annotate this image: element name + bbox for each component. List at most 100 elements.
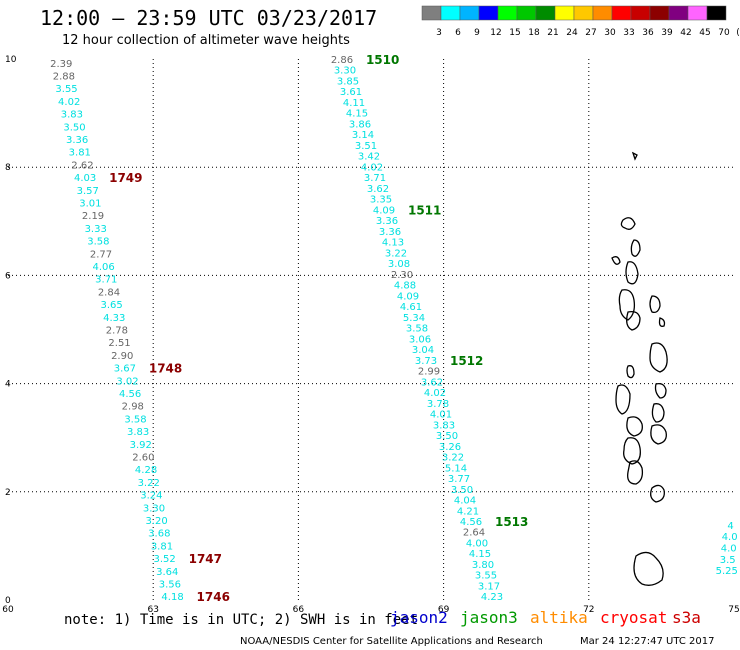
x-tick-label: 69 (438, 605, 450, 615)
wave-height-value: 4.0 (721, 544, 737, 555)
wave-height-value: 4.88 (394, 281, 416, 292)
y-tick-label: 2 (5, 488, 11, 498)
wave-height-value: 3.08 (388, 259, 410, 270)
wave-height-value: 2.60 (132, 453, 154, 464)
wave-height-value: 4.09 (373, 205, 395, 216)
pass-number-label: 1748 (149, 362, 182, 376)
x-tick-label: 75 (728, 605, 739, 615)
x-tick-label: 60 (2, 605, 14, 615)
wave-height-value: 4.21 (457, 506, 479, 517)
wave-height-value: 4.61 (400, 302, 422, 313)
wave-height-value: 3.36 (66, 135, 88, 146)
wave-height-value: 3.58 (124, 414, 146, 425)
wave-height-value: 2.30 (391, 270, 413, 281)
island-outline (651, 403, 665, 423)
wave-height-value: 2.86 (331, 55, 353, 66)
island-outline (620, 217, 636, 230)
legend-s3a: s3a (672, 608, 701, 627)
wave-height-value: 3.78 (427, 399, 449, 410)
wave-height-value: 2.78 (106, 326, 128, 337)
wave-height-value: 3.64 (156, 567, 178, 578)
island-outline (649, 295, 661, 314)
colorbar-label: 15 (509, 28, 520, 38)
wave-height-value: 3.65 (100, 300, 122, 311)
y-tick-label: 6 (5, 271, 11, 281)
colorbar-label: 39 (661, 28, 673, 38)
island-outline (650, 484, 665, 503)
wave-height-value: 3.42 (358, 152, 380, 163)
wave-height-value: 2.98 (122, 402, 144, 413)
wave-height-value: 5.14 (445, 463, 467, 474)
wave-height-value: 4.18 (161, 592, 183, 603)
wave-height-value: 3.14 (352, 130, 374, 141)
pass-number-label: 1513 (495, 515, 528, 529)
island-outline (626, 416, 643, 437)
colorbar-label: 24 (566, 28, 578, 38)
wave-height-value: 3.83 (61, 110, 83, 121)
island-outline (626, 365, 635, 379)
wave-height-value: 3.71 (364, 173, 386, 184)
island-outline (658, 317, 666, 327)
note-text: note: 1) Time is in UTC; 2) SWH is in fe… (64, 612, 419, 628)
wave-height-value: 3.81 (151, 541, 173, 552)
legend-jason3: jason3 (460, 608, 518, 627)
island-outline (627, 460, 644, 485)
wave-height-value: 3.73 (415, 356, 437, 367)
island-outline (649, 342, 668, 373)
page-title: 12:00 – 23:59 UTC 03/23/2017 (40, 6, 378, 30)
legend-jason2: jason2 (390, 608, 448, 627)
wave-height-value: 4.02 (424, 388, 446, 399)
wave-height-value: 2.19 (82, 211, 104, 222)
colorbar-label: 9 (474, 28, 480, 38)
wave-height-value: 3.50 (451, 485, 473, 496)
y-tick-label: 8 (5, 163, 11, 173)
wave-height-value: 4.33 (103, 313, 125, 324)
wave-height-value: 3.06 (409, 334, 431, 345)
wave-height-value: 3.01 (79, 198, 101, 209)
colorbar-label: 21 (547, 28, 558, 38)
colorbar-label: 18 (528, 28, 540, 38)
x-tick-label: 66 (293, 605, 305, 615)
wave-height-value: 2.84 (98, 287, 120, 298)
wave-height-value: 3.77 (448, 474, 470, 485)
colorbar-swatch (706, 5, 727, 21)
wave-height-value: 3.22 (138, 478, 160, 489)
wave-height-value: 2.64 (463, 528, 485, 539)
legend-cryosat: cryosat (600, 608, 668, 627)
pass-number-label: 1512 (450, 354, 483, 368)
pass-number-label: 1510 (366, 53, 399, 67)
wave-height-value: 4.56 (119, 389, 141, 400)
wave-height-value: 3.80 (472, 560, 494, 571)
colorbar-label: 27 (585, 28, 596, 38)
wave-height-value: 2.90 (111, 351, 133, 362)
wave-height-value: 2.51 (108, 338, 130, 349)
wave-height-value: 3.85 (337, 76, 359, 87)
wave-height-value: 4.28 (135, 465, 157, 476)
wave-height-value: 3.55 (55, 84, 77, 95)
wave-height-value: 3.24 (140, 491, 162, 502)
wave-height-value: 3.55 (475, 571, 497, 582)
wave-height-value: 3.35 (370, 195, 392, 206)
wave-height-value: 3.30 (334, 66, 356, 77)
wave-height-value: 4.06 (93, 262, 115, 273)
wave-height-value: 4.11 (343, 98, 365, 109)
wave-height-value: 3.26 (439, 442, 461, 453)
colorbar-label: 45 (699, 28, 710, 38)
island-outline (626, 310, 641, 331)
wave-height-value: 4.23 (481, 592, 503, 603)
y-tick-label: 0 (5, 596, 11, 606)
x-tick-label: 63 (147, 605, 158, 615)
wave-height-value: 3.36 (379, 227, 401, 238)
colorbar-label: 3 (436, 28, 442, 38)
generated-timestamp: Mar 24 12:27:47 UTC 2017 (580, 636, 715, 647)
colorbar-label: (ft) (736, 28, 740, 38)
colorbar-label: 33 (623, 28, 634, 38)
wave-height-value: 3.02 (116, 376, 138, 387)
colorbar-label: 42 (680, 28, 691, 38)
wave-height-value: 3.61 (340, 87, 362, 98)
wave-height-value: 3.81 (69, 148, 91, 159)
wave-height-value: 4.0 (722, 532, 738, 543)
wave-height-value: 3.22 (385, 248, 407, 259)
